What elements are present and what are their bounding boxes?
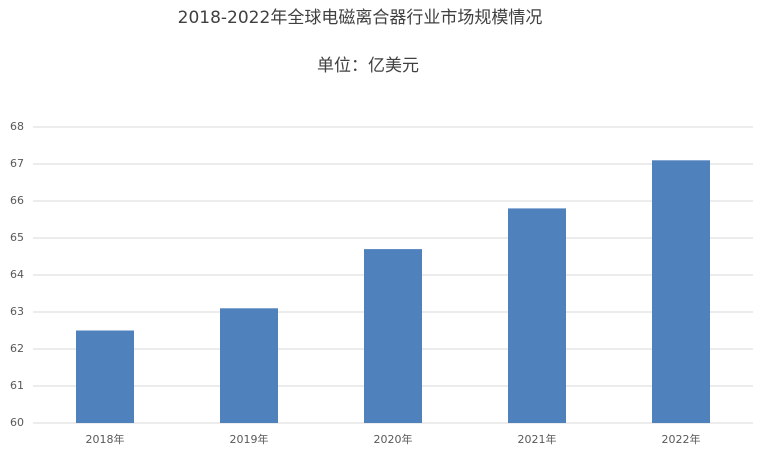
chart-title: 2018-2022年全球电磁离合器行业市场规模情况: [178, 8, 543, 28]
y-tick-label: 65: [10, 231, 24, 244]
x-tick-label: 2022年: [662, 432, 701, 446]
bar: [76, 330, 134, 423]
x-tick-label: 2019年: [230, 432, 269, 446]
bar: [220, 308, 278, 423]
y-tick-label: 66: [10, 194, 24, 207]
x-tick-label: 2018年: [86, 432, 125, 446]
y-tick-label: 67: [10, 157, 24, 170]
x-tick-label: 2020年: [374, 432, 413, 446]
y-tick-label: 60: [10, 416, 24, 429]
y-tick-label: 68: [10, 120, 24, 133]
x-tick-label: 2021年: [518, 432, 557, 446]
bar: [508, 208, 566, 423]
y-tick-label: 62: [10, 342, 24, 355]
bar: [364, 249, 422, 423]
chart-subtitle: 单位：亿美元: [317, 56, 419, 76]
y-tick-label: 64: [10, 268, 24, 281]
bar: [652, 160, 710, 424]
y-tick-label: 61: [10, 379, 24, 392]
y-tick-label: 63: [10, 305, 24, 318]
